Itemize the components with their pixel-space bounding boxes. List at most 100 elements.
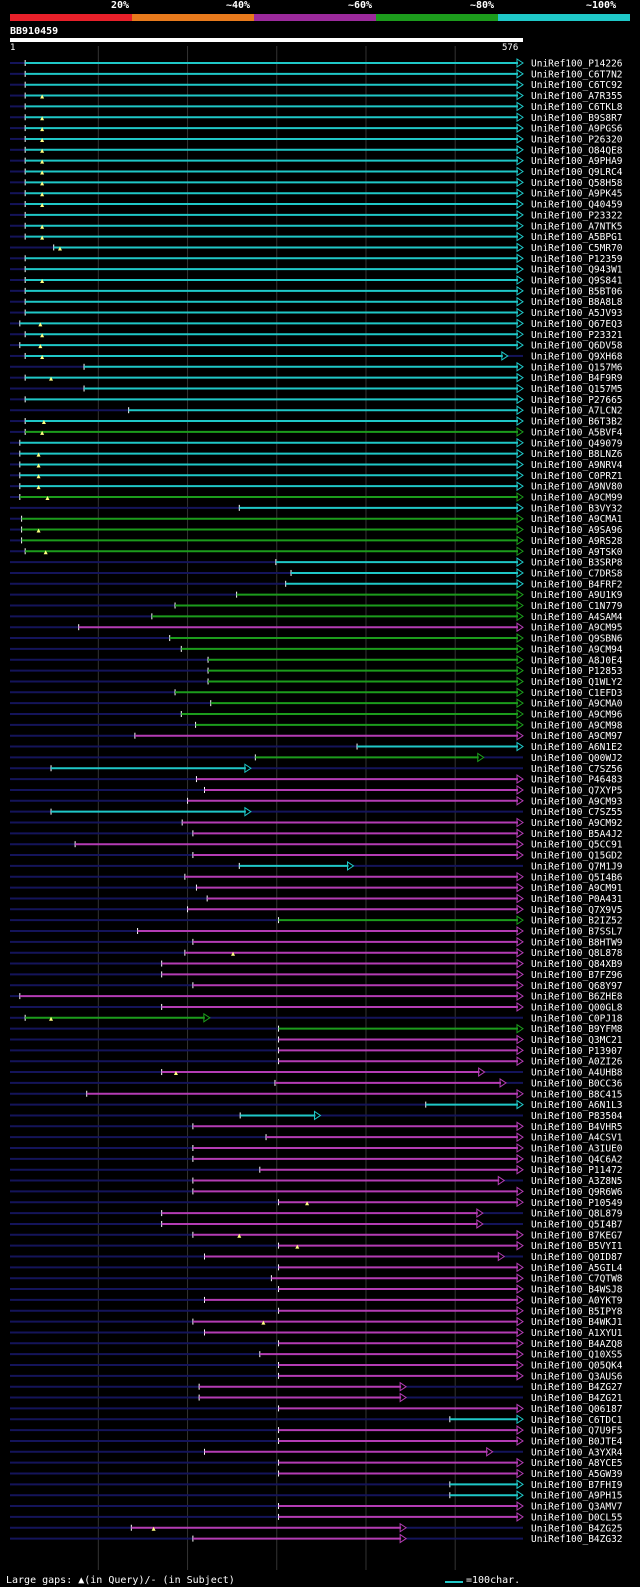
hit-arrow — [497, 1251, 506, 1262]
hit-label: UniRef100_Q6DV58 — [531, 341, 623, 352]
hit-label: UniRef100_A5GIL4 — [531, 1263, 623, 1274]
hit-label: UniRef100_A9CM98 — [531, 720, 623, 731]
hit-label: UniRef100_Q49079 — [531, 438, 623, 449]
hit-label: UniRef100_C7QTW8 — [531, 1274, 623, 1285]
hit-arrow — [477, 752, 485, 763]
query-gap-marker — [40, 430, 45, 435]
hit-label: UniRef100_C1N779 — [531, 601, 623, 612]
hit-arrow — [516, 1414, 524, 1425]
hit-arrow — [516, 459, 524, 470]
hit-label: UniRef100_A9NRV4 — [531, 460, 623, 471]
hit-arrow — [478, 1067, 486, 1077]
hit-arrow — [516, 1457, 524, 1468]
hit-arrow — [516, 589, 524, 600]
hit-label: UniRef100_A9CM99 — [531, 493, 623, 504]
hit-arrow — [516, 58, 524, 68]
hit-label: UniRef100_Q8L879 — [531, 1209, 623, 1220]
hit-arrow — [516, 285, 524, 296]
legend-tick-20: 20% — [111, 0, 130, 11]
hit-arrow — [516, 1479, 524, 1490]
hit-arrow — [476, 1219, 484, 1229]
hit-arrow — [516, 687, 524, 698]
hit-label: UniRef100_P11472 — [531, 1165, 623, 1176]
hit-arrow — [516, 828, 524, 839]
hit-arrow — [516, 600, 524, 611]
scale-bar — [445, 1581, 463, 1583]
hit-arrow — [516, 947, 524, 958]
hit-arrow — [516, 68, 524, 79]
hit-arrow — [516, 1370, 524, 1381]
hit-label: UniRef100_A4UHB8 — [531, 1068, 623, 1079]
hit-arrow — [516, 1294, 524, 1305]
hit-arrow — [516, 372, 524, 383]
hit-arrow — [516, 134, 524, 144]
hit-arrow — [516, 383, 524, 394]
hit-arrow — [516, 1197, 524, 1208]
query-gap-marker — [40, 170, 45, 175]
hit-label: UniRef100_Q4C6A2 — [531, 1154, 623, 1165]
query-gap-marker — [40, 127, 45, 132]
query-gap-marker — [231, 951, 236, 956]
query-gap-marker — [49, 1016, 54, 1021]
hit-arrow — [516, 1186, 524, 1197]
query-gap-marker — [40, 235, 45, 240]
hit-arrow — [516, 220, 524, 231]
hit-arrow — [476, 1208, 484, 1219]
hit-label: UniRef100_Q1WLY2 — [531, 677, 623, 688]
hit-label: UniRef100_P26320 — [531, 134, 623, 145]
hit-label: UniRef100_A9CM93 — [531, 796, 623, 807]
hit-label: UniRef100_Q9S841 — [531, 276, 623, 287]
hit-label: UniRef100_P23322 — [531, 210, 623, 221]
hit-arrow — [399, 1392, 408, 1403]
hit-arrow — [516, 980, 524, 991]
hit-arrow — [516, 394, 524, 405]
hit-label: UniRef100_B7FHI9 — [531, 1480, 623, 1491]
hit-arrow — [516, 1468, 524, 1479]
hit-label: UniRef100_Q05QK4 — [531, 1361, 623, 1372]
query-gap-marker — [40, 181, 45, 186]
hit-label: UniRef100_B8HTW9 — [531, 937, 623, 948]
hit-label: UniRef100_B4WSJ8 — [531, 1285, 623, 1296]
hit-arrow — [516, 991, 524, 1002]
hit-label: UniRef100_A8J0E4 — [531, 655, 623, 666]
hit-arrow — [516, 1425, 524, 1436]
hit-label: UniRef100_Q00GL8 — [531, 1002, 623, 1013]
hit-label: UniRef100_A9CM95 — [531, 623, 623, 634]
hit-arrow — [203, 1012, 211, 1023]
query-start: 1 — [10, 43, 16, 53]
hit-arrow — [516, 850, 524, 860]
hit-arrow — [516, 1327, 524, 1338]
hit-label: UniRef100_Q68Y97 — [531, 981, 623, 992]
hit-arrow — [516, 557, 524, 568]
hit-arrow — [516, 90, 524, 101]
hit-label: UniRef100_P12853 — [531, 666, 623, 677]
hit-arrow — [516, 654, 524, 665]
hit-label: UniRef100_Q3AMV7 — [531, 1502, 623, 1513]
query-gap-marker — [36, 474, 41, 479]
query-gap-marker — [57, 246, 62, 251]
hit-label: UniRef100_A9CM92 — [531, 818, 623, 829]
hit-arrow — [516, 1284, 524, 1294]
hit-label: UniRef100_Q5I4B6 — [531, 872, 623, 883]
legend-tick-60: ~60% — [348, 0, 373, 11]
hit-label: UniRef100_P14226 — [531, 59, 623, 70]
hit-arrow — [516, 188, 524, 199]
hit-label: UniRef100_A4SAM4 — [531, 612, 623, 623]
hit-arrow — [516, 155, 524, 166]
query-gap-marker — [237, 1233, 242, 1238]
hit-label: UniRef100_B9YFM8 — [531, 1024, 623, 1035]
hit-label: UniRef100_B4WKJ1 — [531, 1317, 623, 1328]
hit-label: UniRef100_B6ZHE8 — [531, 992, 623, 1003]
hit-arrow — [516, 535, 524, 546]
hit-arrow — [516, 177, 524, 188]
hit-arrow — [516, 633, 524, 643]
legend-tick-80: ~80% — [470, 0, 495, 11]
query-gap-marker — [38, 344, 43, 349]
hit-arrow — [516, 578, 524, 589]
hit-arrow — [516, 1436, 524, 1446]
query-gap-marker — [295, 1244, 300, 1249]
hit-arrow — [516, 1490, 524, 1501]
hit-arrow — [516, 405, 524, 416]
hit-arrow — [516, 893, 524, 904]
hit-label: UniRef100_C0PRZ1 — [531, 471, 623, 482]
